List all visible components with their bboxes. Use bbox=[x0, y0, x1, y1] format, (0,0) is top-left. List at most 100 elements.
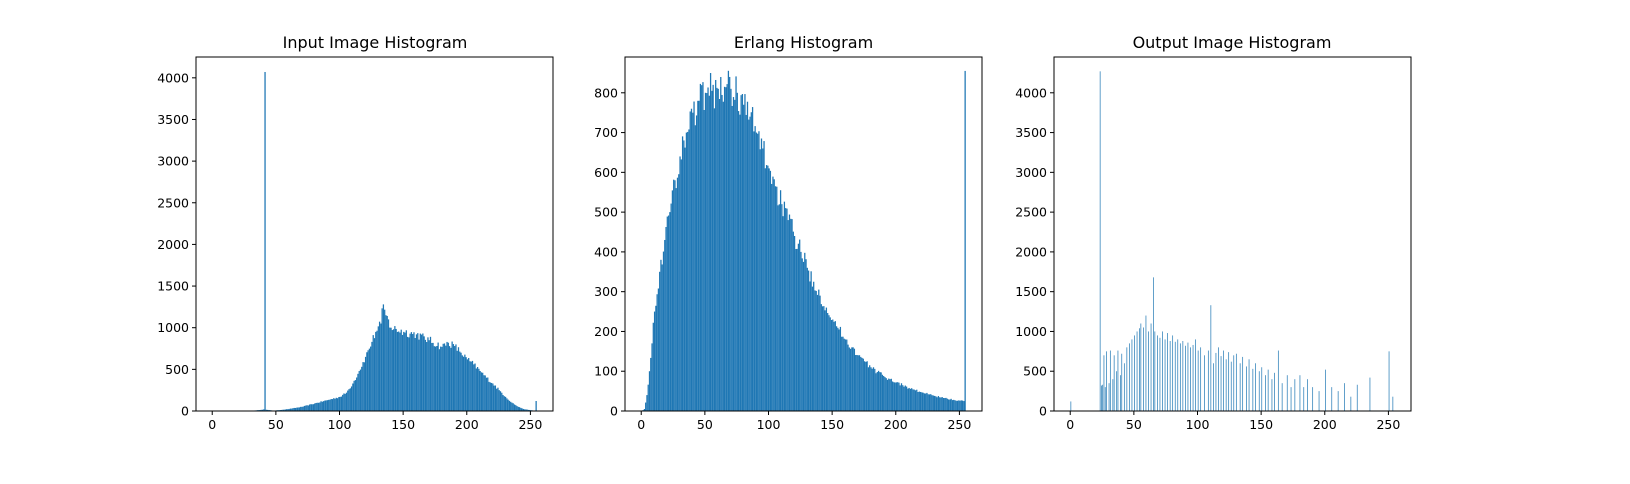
erlang-histogram-bar bbox=[809, 281, 810, 411]
input-histogram-bar bbox=[318, 403, 319, 411]
erlang-histogram-bar bbox=[909, 388, 910, 411]
input-histogram-bar bbox=[416, 334, 417, 411]
erlang-histogram-bar bbox=[713, 85, 714, 411]
output-histogram-bar bbox=[1146, 316, 1147, 411]
erlang-histogram-bar bbox=[648, 385, 649, 411]
erlang-histogram-bar bbox=[686, 133, 687, 411]
input-histogram-bar bbox=[401, 330, 402, 411]
erlang-histogram-x-tick-label: 0 bbox=[637, 417, 645, 432]
input-histogram-bar bbox=[382, 308, 383, 411]
input-histogram-bar bbox=[439, 349, 440, 411]
output-histogram-bar bbox=[1221, 356, 1222, 411]
input-histogram-bar bbox=[438, 343, 439, 411]
erlang-histogram-bar bbox=[705, 93, 706, 411]
output-histogram-bar bbox=[1109, 383, 1110, 411]
input-histogram-bar bbox=[379, 322, 380, 411]
input-histogram-bar bbox=[445, 346, 446, 411]
output-histogram-bar bbox=[1303, 387, 1304, 411]
erlang-histogram-bar bbox=[672, 190, 673, 411]
input-histogram-bar bbox=[412, 334, 413, 411]
input-histogram-bar bbox=[482, 373, 483, 411]
erlang-histogram-bar bbox=[691, 109, 692, 411]
erlang-histogram-bar bbox=[718, 89, 719, 411]
erlang-histogram-bar bbox=[872, 369, 873, 411]
output-histogram-bar bbox=[1134, 335, 1135, 411]
input-histogram-bar bbox=[413, 332, 414, 411]
erlang-histogram-bar bbox=[925, 394, 926, 411]
input-histogram-bar bbox=[510, 402, 511, 411]
erlang-histogram-bar bbox=[812, 287, 813, 411]
erlang-histogram-bar bbox=[794, 236, 795, 411]
erlang-histogram-bar bbox=[895, 383, 896, 411]
erlang-histogram-bar bbox=[831, 320, 832, 411]
output-histogram-bar bbox=[1120, 375, 1121, 411]
input-histogram-bar bbox=[329, 400, 330, 411]
erlang-histogram-bar bbox=[840, 327, 841, 411]
erlang-histogram-bar bbox=[659, 272, 660, 411]
input-histogram-bar bbox=[347, 391, 348, 411]
output-histogram-bar bbox=[1170, 341, 1171, 411]
input-histogram-bar bbox=[370, 347, 371, 411]
erlang-histogram-bar bbox=[738, 111, 739, 411]
output-histogram-bar bbox=[1121, 354, 1122, 411]
input-histogram-bar bbox=[404, 333, 405, 411]
input-histogram-bar bbox=[340, 397, 341, 411]
erlang-histogram-y-tick-label: 300 bbox=[594, 284, 618, 299]
output-histogram-x-tick-label: 150 bbox=[1249, 417, 1273, 432]
input-histogram-bar bbox=[487, 378, 488, 412]
input-histogram-bar bbox=[429, 340, 430, 411]
input-histogram-x-tick-label: 250 bbox=[518, 417, 542, 432]
input-histogram-bar bbox=[424, 336, 425, 411]
input-histogram-bar bbox=[303, 407, 304, 411]
input-histogram-bar bbox=[518, 407, 519, 411]
erlang-histogram-bar bbox=[879, 372, 880, 411]
erlang-histogram-bar bbox=[749, 117, 750, 411]
output-histogram-bar bbox=[1118, 351, 1119, 411]
output-histogram-bar bbox=[1100, 71, 1101, 411]
erlang-histogram-bar bbox=[907, 389, 908, 411]
erlang-histogram-bar bbox=[940, 397, 941, 411]
erlang-histogram-bar bbox=[771, 184, 772, 411]
output-histogram-bar bbox=[1265, 375, 1266, 411]
input-histogram-bar bbox=[519, 407, 520, 411]
erlang-histogram-bar bbox=[961, 400, 962, 411]
input-histogram-title: Input Image Histogram bbox=[283, 33, 468, 52]
input-histogram-bar bbox=[306, 405, 307, 411]
erlang-histogram-bar bbox=[858, 355, 859, 411]
erlang-histogram-bar bbox=[774, 179, 775, 411]
erlang-histogram-bar bbox=[789, 215, 790, 411]
output-histogram-bar bbox=[1338, 391, 1339, 411]
output-histogram-bar bbox=[1160, 338, 1161, 411]
erlang-histogram-bar bbox=[915, 390, 916, 411]
erlang-histogram-x-tick-label: 250 bbox=[947, 417, 971, 432]
input-histogram-bar bbox=[514, 404, 515, 411]
input-histogram-bar bbox=[314, 404, 315, 412]
erlang-histogram-bar bbox=[841, 337, 842, 411]
erlang-histogram-bar bbox=[870, 367, 871, 411]
erlang-histogram-bar bbox=[854, 349, 855, 411]
erlang-histogram-bar bbox=[864, 361, 865, 411]
erlang-histogram-bar bbox=[888, 379, 889, 411]
input-histogram-bar bbox=[371, 342, 372, 411]
output-histogram-bar bbox=[1231, 362, 1232, 411]
erlang-histogram-bar bbox=[807, 268, 808, 411]
erlang-histogram-bar bbox=[707, 87, 708, 411]
input-histogram-x-tick-label: 0 bbox=[208, 417, 216, 432]
output-histogram-bar bbox=[1105, 387, 1106, 411]
output-histogram-bar bbox=[1213, 363, 1214, 411]
output-histogram-bar bbox=[1261, 367, 1262, 411]
erlang-histogram-bar bbox=[772, 177, 773, 411]
erlang-histogram-bar bbox=[892, 382, 893, 412]
output-histogram-bar bbox=[1216, 353, 1217, 411]
input-histogram-bar bbox=[449, 346, 450, 411]
erlang-histogram-bar bbox=[883, 376, 884, 411]
output-histogram-bar bbox=[1236, 354, 1237, 411]
input-histogram-bar bbox=[466, 357, 467, 411]
input-histogram-bar bbox=[422, 333, 423, 411]
erlang-histogram-bar bbox=[884, 377, 885, 411]
erlang-histogram-bar bbox=[780, 190, 781, 411]
output-histogram-bar bbox=[1114, 355, 1115, 411]
erlang-histogram-bar bbox=[808, 271, 809, 411]
erlang-histogram-bar bbox=[645, 403, 646, 411]
